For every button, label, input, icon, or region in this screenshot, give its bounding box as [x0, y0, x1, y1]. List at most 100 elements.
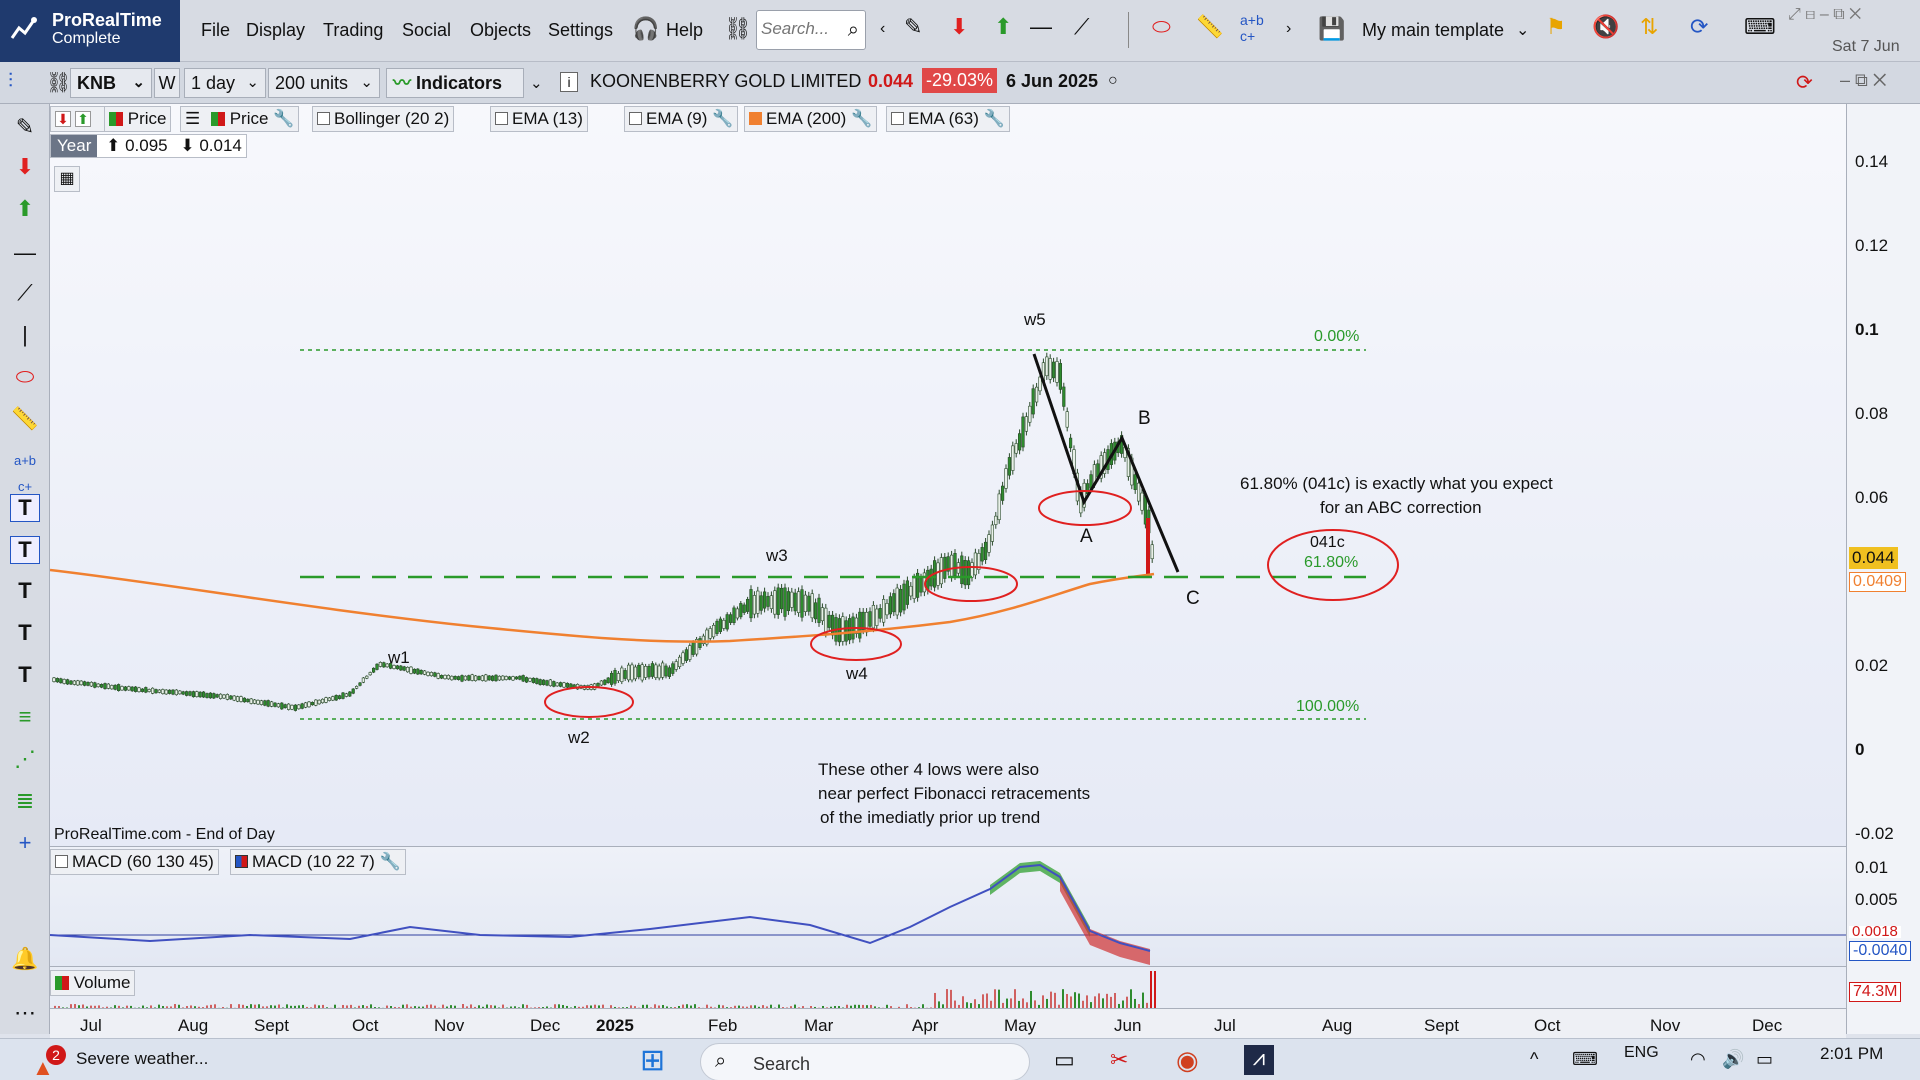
- units-selector[interactable]: 200 units ⌄: [268, 68, 380, 98]
- language-label[interactable]: ENG: [1624, 1044, 1659, 1061]
- indicators-button[interactable]: 〰 Indicators: [386, 68, 524, 98]
- macd-swatch[interactable]: [235, 855, 248, 868]
- legend-volume[interactable]: Volume: [50, 970, 136, 996]
- add-object-icon[interactable]: +: [18, 830, 32, 855]
- search-icon[interactable]: ⌕: [847, 19, 859, 41]
- buy-arrow-icon[interactable]: ⬆: [75, 111, 91, 127]
- ema200-swatch[interactable]: [749, 112, 762, 125]
- fibonacci-fan-icon[interactable]: ⋰: [14, 746, 36, 771]
- ellipse-tool-icon[interactable]: ⬭: [1152, 14, 1171, 39]
- taskbar-search[interactable]: ⌕ Search: [700, 1043, 1030, 1080]
- snipping-tool-icon[interactable]: ✂: [1110, 1047, 1129, 1072]
- legend-macd-slow[interactable]: MACD (60 130 45): [50, 849, 219, 875]
- link-icon[interactable]: ⛓: [724, 16, 752, 41]
- sound-off-icon[interactable]: 🔇: [1592, 14, 1620, 39]
- wifi-icon[interactable]: ◠: [1690, 1049, 1706, 1069]
- ruler-icon[interactable]: 📏: [11, 406, 39, 431]
- pencil-icon[interactable]: ✎: [904, 14, 923, 39]
- legend-ema200[interactable]: EMA (200) 🔧: [744, 106, 878, 132]
- legend-price-list[interactable]: ☰ Price 🔧: [180, 106, 300, 132]
- legend-ema13[interactable]: EMA (13): [490, 106, 588, 132]
- text-box-icon[interactable]: T: [10, 494, 40, 522]
- volume-icon[interactable]: 🔊: [1722, 1049, 1745, 1069]
- macd-panel[interactable]: MACD (60 130 45) MACD (10 22 7) 🔧: [50, 846, 1846, 966]
- legend-ema63[interactable]: EMA (63) 🔧: [886, 106, 1010, 132]
- sell-arrow-icon[interactable]: ⬇: [55, 111, 71, 127]
- price-chart-canvas[interactable]: [50, 104, 1846, 846]
- menu-file[interactable]: File: [201, 20, 231, 40]
- horizontal-line-icon[interactable]: —: [14, 240, 36, 265]
- battery-icon[interactable]: ▭: [1756, 1049, 1774, 1069]
- trendline-icon[interactable]: ⟋: [17, 280, 33, 305]
- window-controls[interactable]: ⤢ ⊟ – ⧉ ✕: [1788, 6, 1862, 23]
- text-plain-icon[interactable]: T: [18, 662, 32, 687]
- refresh-icon[interactable]: ⟳: [1796, 72, 1813, 94]
- wave-label-icon[interactable]: a+b c+: [13, 453, 37, 494]
- price-chart[interactable]: ⬇ ⬆ Price ☰ Price 🔧 Bollinger (20 2) EMA…: [50, 104, 1846, 846]
- volume-panel[interactable]: Volume: [50, 966, 1846, 1009]
- trendline-icon[interactable]: ⟋: [1074, 14, 1090, 39]
- legend-bollinger[interactable]: Bollinger (20 2): [312, 106, 455, 132]
- notification-icon[interactable]: 🔔: [11, 946, 39, 971]
- checkbox-icon[interactable]: [891, 112, 904, 125]
- menu-trading[interactable]: Trading: [323, 20, 384, 40]
- more-options-icon[interactable]: ⋯: [14, 1000, 36, 1025]
- chart-window-controls[interactable]: – ⧉ ✕: [1840, 70, 1887, 90]
- buy-arrow-icon[interactable]: ⬆: [994, 14, 1013, 39]
- chevron-down-icon[interactable]: ⌄: [1516, 22, 1530, 39]
- flag-icon[interactable]: ⚑: [1546, 14, 1566, 39]
- legend-ema9[interactable]: EMA (9) 🔧: [624, 106, 739, 132]
- chevron-up-icon[interactable]: ^: [1530, 1049, 1539, 1069]
- wrench-icon[interactable]: 🔧: [983, 109, 1005, 128]
- fibonacci-retracement-icon[interactable]: ≡: [18, 704, 32, 729]
- buy-arrow-icon[interactable]: ⬆: [15, 196, 35, 221]
- chart-type-icon[interactable]: ⫶: [8, 70, 13, 92]
- calculator-icon[interactable]: ▦: [54, 166, 80, 192]
- legend-macd-fast[interactable]: MACD (10 22 7) 🔧: [230, 849, 406, 875]
- checkbox-icon[interactable]: [55, 855, 68, 868]
- checkbox-icon[interactable]: [317, 112, 330, 125]
- sync-icon[interactable]: ⟳: [1690, 14, 1709, 39]
- headset-icon[interactable]: 🎧: [632, 16, 660, 41]
- info-icon[interactable]: i: [560, 72, 578, 92]
- alerts-icon[interactable]: ⇅: [1640, 14, 1659, 39]
- menu-display[interactable]: Display: [246, 20, 306, 40]
- task-view-icon[interactable]: ▭: [1054, 1047, 1075, 1072]
- ellipse-tool-icon[interactable]: ⬭: [15, 364, 35, 389]
- text-small-icon[interactable]: T: [18, 620, 32, 645]
- sell-arrow-icon[interactable]: ⬇: [15, 154, 35, 179]
- checkbox-icon[interactable]: [629, 112, 642, 125]
- template-selector[interactable]: 💾 My main template ⌄: [1310, 8, 1540, 52]
- price-axis[interactable]: 0.14 0.12 0.1 0.08 0.06 0.02 0 -0.02 0.0…: [1846, 104, 1920, 1034]
- keyboard-icon[interactable]: ⌨: [1572, 1049, 1598, 1069]
- weather-widget[interactable]: ▲ 2: [32, 1045, 66, 1080]
- wave-label-icon[interactable]: a+b c+: [1240, 12, 1264, 44]
- lock-link-icon[interactable]: ⛓: [46, 72, 72, 94]
- ticker-selector[interactable]: KNB ⌄: [70, 68, 152, 98]
- legend-price[interactable]: Price: [104, 106, 172, 132]
- wrench-icon[interactable]: 🔧: [273, 109, 295, 128]
- windows-start-icon[interactable]: ⊞: [640, 1044, 666, 1077]
- wrench-icon[interactable]: 🔧: [712, 109, 734, 128]
- ruler-icon[interactable]: 📏: [1196, 14, 1224, 39]
- vertical-line-icon[interactable]: |: [22, 322, 28, 347]
- chrome-icon[interactable]: ◉: [1176, 1045, 1199, 1075]
- checkbox-icon[interactable]: [495, 112, 508, 125]
- search-input[interactable]: [761, 11, 839, 47]
- wrench-icon[interactable]: 🔧: [379, 852, 401, 871]
- clock-time[interactable]: 2:01 PM: [1820, 1044, 1884, 1063]
- menu-help[interactable]: Help: [666, 20, 704, 40]
- app-brand[interactable]: ProRealTime Complete: [0, 0, 180, 62]
- menu-settings[interactable]: Settings: [548, 20, 614, 40]
- wrench-icon[interactable]: 🔧: [851, 109, 873, 128]
- prorealtime-taskbar-icon[interactable]: ⩘: [1244, 1045, 1274, 1075]
- save-icon[interactable]: 💾: [1318, 16, 1346, 41]
- chevron-down-icon[interactable]: ⌄: [530, 75, 543, 92]
- time-axis[interactable]: Jul Aug Sept Oct Nov Dec 2025 Feb Mar Ap…: [50, 1008, 1846, 1038]
- menu-objects[interactable]: Objects: [470, 20, 532, 40]
- sell-arrow-icon[interactable]: ⬇: [950, 14, 969, 39]
- weather-text[interactable]: Severe weather...: [76, 1049, 209, 1068]
- period-button[interactable]: W: [154, 68, 180, 98]
- expand-right-icon[interactable]: ›: [1286, 20, 1292, 37]
- text-icon[interactable]: T: [18, 578, 32, 603]
